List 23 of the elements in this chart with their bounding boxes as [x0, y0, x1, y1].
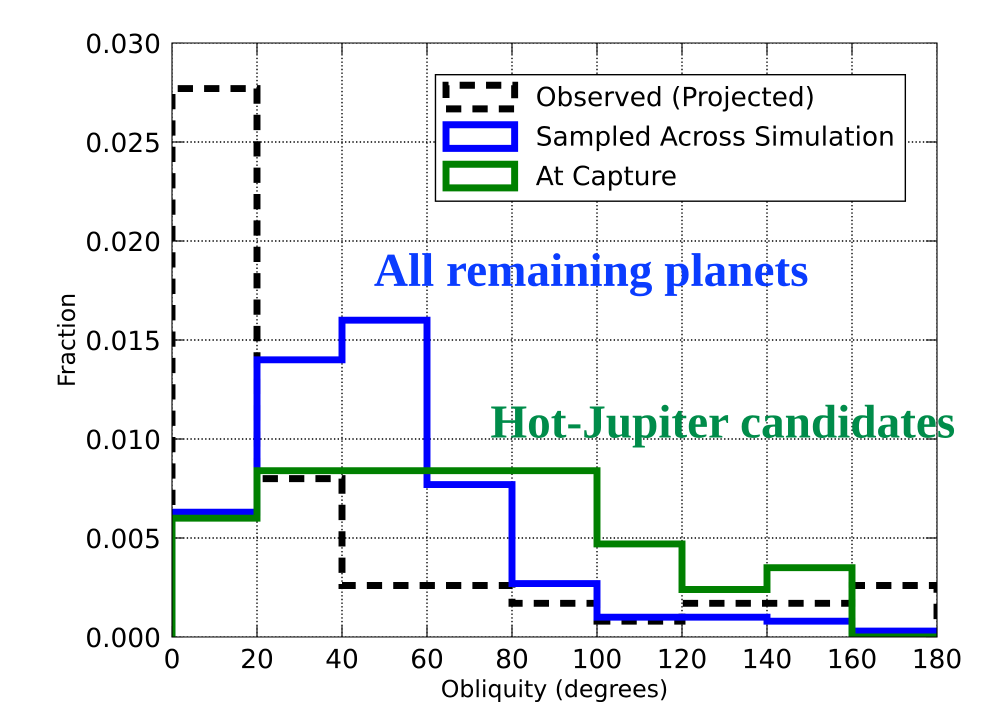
x-tick-label: 100: [574, 648, 620, 669]
x-tick-label: 0: [165, 648, 179, 669]
y-axis-title: Fraction: [56, 294, 76, 385]
y-tick-label: 0.030: [87, 33, 160, 54]
x-tick-label: 80: [497, 648, 528, 669]
annotation: All remaining planets: [374, 253, 808, 296]
x-tick-label: 40: [326, 648, 358, 669]
x-tick-label: 20: [242, 648, 272, 669]
x-tick-label: 160: [830, 648, 876, 669]
y-tick-label: 0.020: [87, 231, 160, 252]
y-tick-label: 0.015: [87, 330, 159, 350]
x-tick-label: 140: [744, 648, 790, 669]
x-tick-label: 180: [914, 648, 960, 669]
legend-label: Observed (Projected): [537, 86, 813, 112]
x-tick-label: 120: [660, 648, 706, 669]
y-tick-label: 0.000: [87, 627, 160, 648]
y-tick-label: 0.025: [87, 132, 159, 152]
y-tick-label: 0.005: [87, 528, 159, 548]
y-tick-label: 0.010: [87, 429, 160, 450]
legend-label: At Capture: [536, 166, 676, 191]
x-tick-label: 60: [412, 648, 442, 669]
legend-label: Sampled Across Simulation: [537, 126, 893, 152]
x-axis-title: Obliquity (degrees): [442, 679, 666, 702]
